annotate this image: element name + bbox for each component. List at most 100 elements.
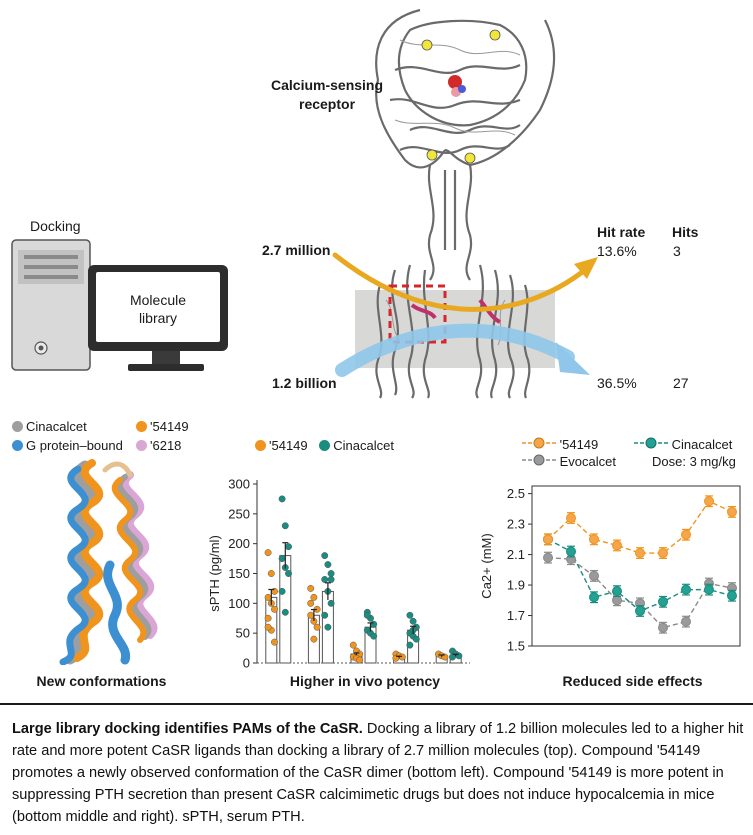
data-point: [321, 552, 329, 560]
data-point: [285, 543, 292, 551]
data-point: [307, 599, 315, 607]
library-label-small: 2.7 million: [262, 242, 331, 258]
data-point: [264, 593, 272, 601]
data-point: [324, 561, 332, 569]
right-panel-title: Reduced side effects: [562, 673, 703, 689]
legend-item: '54149: [522, 437, 598, 452]
y-tick-label: 150: [228, 566, 250, 581]
data-point: [543, 552, 553, 563]
hit-rate-large: 36.5%: [597, 375, 637, 391]
caption-body: Docking a library of 1.2 billion molecul…: [12, 721, 744, 825]
data-point: [658, 622, 668, 633]
caption-divider: [0, 703, 753, 705]
arrow-head-yellow: [574, 257, 598, 279]
data-point: [321, 611, 329, 619]
y-tick-label: 0: [243, 656, 250, 671]
data-point: [307, 611, 315, 619]
hits-header: Hits: [672, 224, 699, 240]
legend-swatch: [136, 421, 147, 432]
arrow-2-7-million: [332, 252, 588, 312]
series-line: [547, 500, 733, 554]
legend-item: Evocalcet: [522, 454, 616, 469]
y-tick-label: 50: [236, 626, 250, 641]
computer-icon: [11, 239, 228, 371]
data-point: [321, 576, 329, 583]
y-tick-label: 1.7: [507, 608, 525, 623]
data-point: [285, 570, 292, 577]
data-point: [324, 623, 332, 631]
arrow-head-blue: [556, 342, 590, 375]
legend-item: Cinacalcet: [12, 417, 87, 436]
data-point: [281, 522, 289, 530]
legend-swatch: [634, 437, 668, 449]
sPTH-bar-chart: 0 50 100 150 200 250 300 sPTH (pg/ml): [207, 477, 470, 671]
y-tick-label: 2.5: [507, 486, 525, 501]
data-point: [406, 611, 414, 619]
molecule-library-label: Molecule library: [129, 292, 187, 326]
legend-swatch: [319, 440, 331, 451]
legend-label: Evocalcet: [559, 454, 616, 469]
data-point: [278, 587, 286, 595]
calcium-line-chart: 1.5 1.7 1.9 2.1 2.3 2.5 Ca2+ (mM): [479, 485, 741, 654]
data-point: [455, 652, 463, 660]
legend-label: '54149: [559, 437, 599, 452]
middle-panel-title: Higher in vivo potency: [289, 673, 441, 689]
data-point: [398, 653, 406, 661]
data-point: [449, 653, 456, 661]
data-point: [589, 534, 599, 545]
y-tick-label: 1.5: [507, 639, 525, 654]
legend-swatch: [136, 440, 147, 451]
legend-label: Cinacalcet: [671, 437, 733, 452]
legend-swatch: [522, 454, 556, 466]
legend-item: '54149: [255, 438, 308, 453]
receptor-label: Calcium-sensing receptor: [271, 77, 384, 112]
data-point: [327, 570, 335, 577]
data-point: [310, 635, 318, 643]
data-point: [727, 590, 737, 601]
data-point: [635, 548, 645, 559]
data-point: [566, 546, 576, 557]
data-point: [727, 506, 737, 517]
helix-overlay-art: [59, 459, 158, 665]
data-point: [658, 548, 668, 559]
data-point: [635, 605, 645, 616]
data-point: [313, 623, 321, 631]
data-point: [612, 540, 622, 551]
legend-swatch: [255, 440, 266, 451]
arrow-1-2-billion: [335, 323, 575, 377]
data-point: [281, 608, 289, 616]
legend-item: Cinacalcet: [634, 437, 732, 452]
legend-item: Cinacalcet: [319, 438, 394, 453]
top-panel-art: [11, 8, 598, 399]
legend-label: Cinacalcet: [333, 438, 394, 453]
legend-swatch: [522, 437, 556, 449]
series-line: [547, 556, 733, 629]
hit-rate-small: 13.6%: [597, 243, 637, 259]
data-point: [589, 570, 599, 581]
y-axis-label: sPTH (pg/ml): [207, 535, 222, 612]
data-point: [363, 611, 371, 619]
data-point: [406, 641, 414, 649]
data-point: [370, 620, 378, 628]
data-point: [681, 584, 691, 595]
y-tick-label: 250: [228, 506, 250, 521]
figure-caption: Large library docking identifies PAMs of…: [12, 718, 744, 828]
data-point: [310, 593, 318, 601]
data-point: [612, 586, 622, 597]
data-point: [327, 599, 335, 607]
data-point: [409, 617, 417, 625]
y-axis-label: Ca2+ (mM): [479, 533, 494, 598]
data-point: [278, 495, 286, 503]
y-tick-label: 2.3: [507, 517, 525, 532]
data-point: [566, 513, 576, 523]
data-point: [370, 632, 378, 640]
data-point: [704, 584, 714, 595]
data-point: [307, 584, 315, 592]
data-point: [412, 635, 420, 643]
y-tick-label: 1.9: [507, 578, 525, 593]
data-point: [543, 534, 553, 545]
hits-large: 27: [673, 375, 689, 391]
data-point: [612, 595, 622, 606]
data-point: [264, 623, 272, 631]
data-point: [589, 592, 599, 603]
